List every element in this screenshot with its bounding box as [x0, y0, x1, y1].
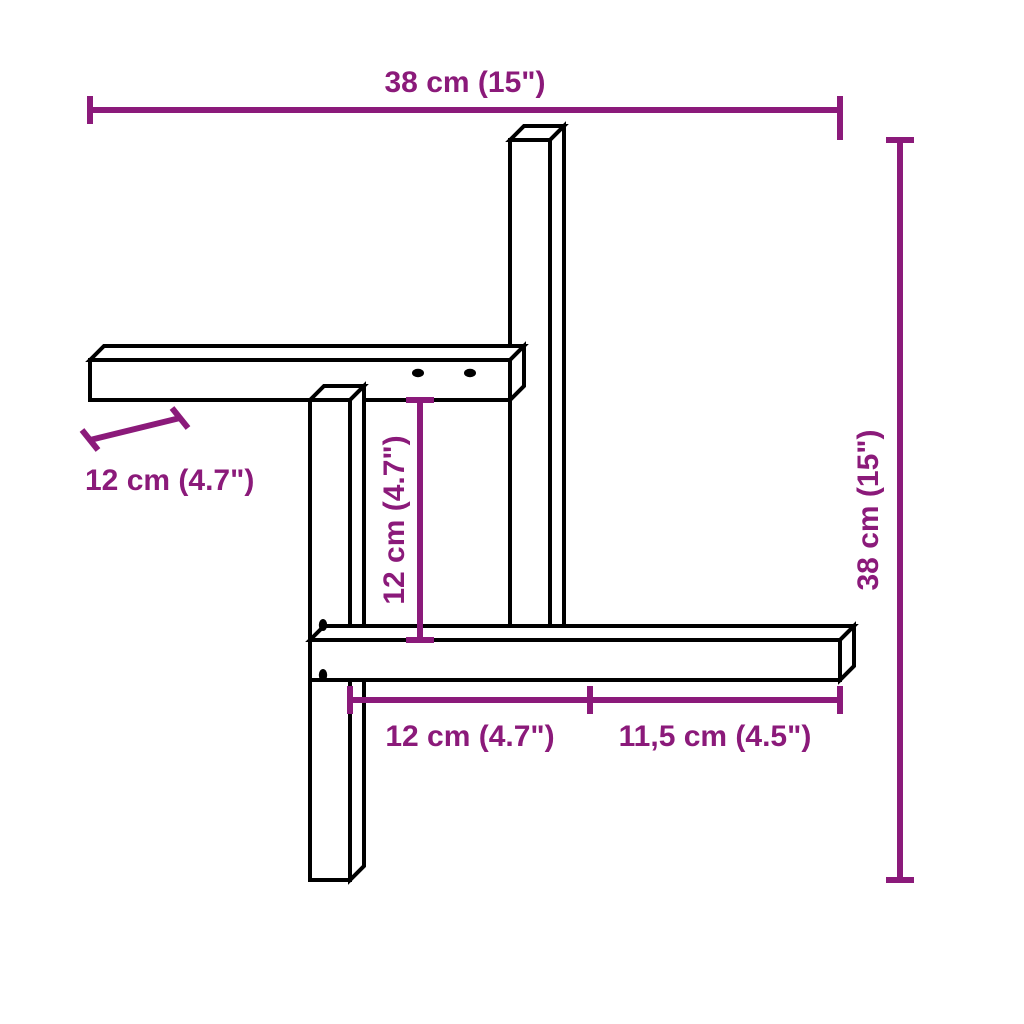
dim-gap-vertical: 12 cm (4.7") [378, 435, 411, 604]
horizontal-top [90, 346, 524, 400]
horizontal-bottom [310, 626, 854, 680]
dimension-diagram: 38 cm (15") 38 cm (15") 12 cm (4.7") 12 cm … [0, 0, 1024, 1024]
shelf-outline [90, 126, 854, 880]
dim-bottom-b: 11,5 cm (4.5") [619, 720, 812, 753]
dim-width: 38 cm (15") [385, 66, 546, 99]
dim-height: 38 cm (15") [852, 430, 885, 591]
dimensions: 38 cm (15") 38 cm (15") 12 cm (4.7") 12 cm … [82, 66, 914, 880]
dim-bottom-a: 12 cm (4.7") [385, 720, 554, 753]
mounting-hole [412, 369, 424, 377]
mounting-hole [464, 369, 476, 377]
dim-depth: 12 cm (4.7") [85, 464, 254, 497]
mounting-hole [319, 669, 327, 681]
mounting-hole [319, 619, 327, 631]
